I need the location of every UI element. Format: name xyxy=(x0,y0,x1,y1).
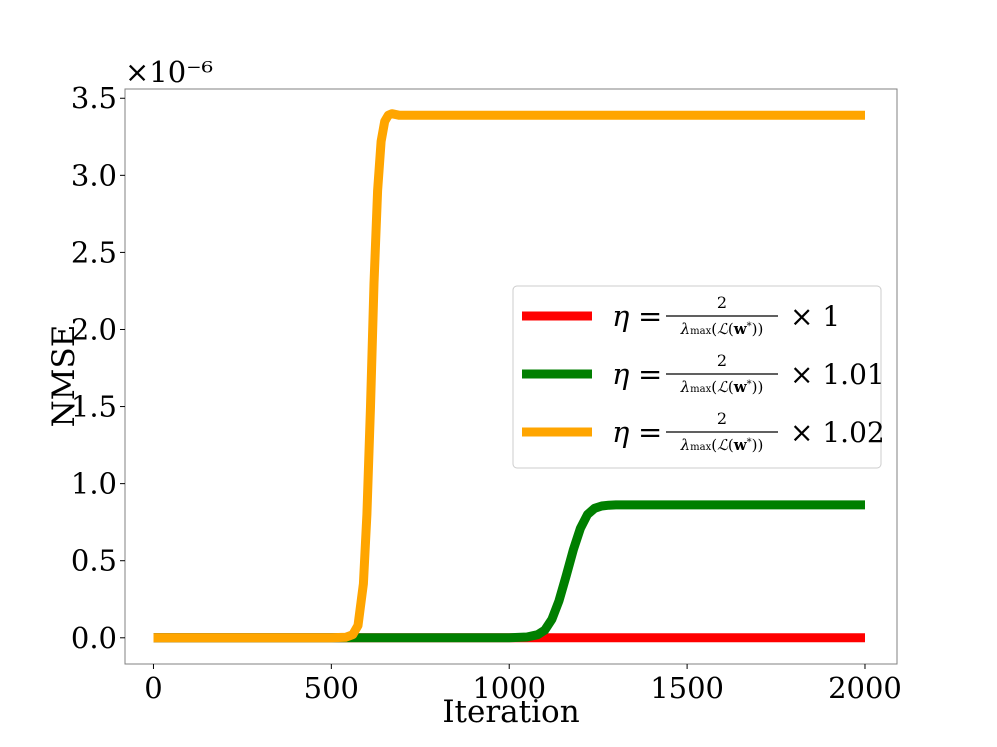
y-tick-label: 3.0 xyxy=(71,158,117,192)
legend-fraction-numerator: 2 xyxy=(717,293,727,312)
series-line-3 xyxy=(153,109,865,643)
legend-eta: η xyxy=(612,299,630,333)
x-axis-title: Iteration xyxy=(442,694,579,730)
x-tick-label: 1500 xyxy=(650,671,724,705)
plot-frame xyxy=(124,88,898,665)
x-tick-label: 2000 xyxy=(828,671,902,705)
x-tick-label: 500 xyxy=(304,671,359,705)
series-layer xyxy=(153,109,865,643)
series-line-2 xyxy=(153,500,865,643)
ticks-layer: 0 500 1000 1500 2000 0.0 0.5 1.0 1.5 2.0 2.5 3.0 3.5 xyxy=(71,81,902,705)
x-tick-label: 1000 xyxy=(472,671,546,705)
y-tick-label: 1.5 xyxy=(71,390,117,424)
legend-fraction-denominator: λmax(ℒ(w*)) xyxy=(680,436,764,454)
y-tick-label: 1.0 xyxy=(71,467,117,501)
y-tick-label: 0.0 xyxy=(71,621,117,655)
legend-multiplier: × 1 xyxy=(790,300,840,333)
legend-multiplier: × 1.02 xyxy=(790,416,885,449)
x-tick-label: 0 xyxy=(144,671,162,705)
legend-multiplier: × 1.01 xyxy=(790,358,885,391)
legend-box xyxy=(512,285,882,469)
legend-fraction-denominator: λmax(ℒ(w*)) xyxy=(680,320,764,338)
legend-eta: η xyxy=(612,415,630,449)
legend-fraction-numerator: 2 xyxy=(717,409,727,428)
legend-equals: = xyxy=(638,357,662,391)
legend-fraction-denominator: λmax(ℒ(w*)) xyxy=(680,378,764,396)
y-scale-label: ×10⁻⁶ xyxy=(125,55,213,89)
y-tick-label: 2.0 xyxy=(71,312,117,346)
legend-fraction-numerator: 2 xyxy=(717,351,727,370)
legend-equals: = xyxy=(638,299,662,333)
legend-entry-3: η = 2 λmax(ℒ(w*)) × 1.02 xyxy=(522,409,885,454)
y-tick-label: 2.5 xyxy=(71,235,117,269)
legend-eta: η xyxy=(612,357,630,391)
legend-entry-2: η = 2 λmax(ℒ(w*)) × 1.01 xyxy=(522,351,885,396)
y-tick-label: 3.5 xyxy=(71,81,117,115)
y-tick-label: 0.5 xyxy=(71,544,117,578)
legend-entry-1: η = 2 λmax(ℒ(w*)) × 1 xyxy=(522,293,840,338)
y-axis-title: NMSE xyxy=(46,325,82,428)
legend-equals: = xyxy=(638,415,662,449)
